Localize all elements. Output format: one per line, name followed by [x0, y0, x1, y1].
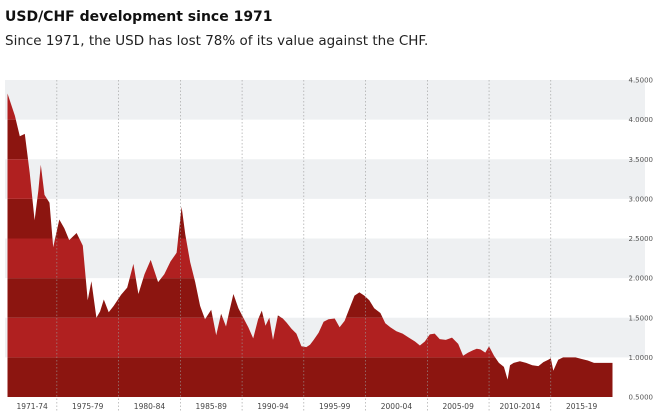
- y-tick-label: 1.0000: [629, 354, 654, 362]
- y-tick-label: 4.0000: [629, 116, 654, 124]
- x-tick-label: 1995-99: [319, 402, 351, 411]
- y-tick-label: 1.5000: [629, 314, 654, 322]
- background-band: [5, 80, 645, 120]
- background-band: [5, 238, 645, 279]
- x-tick-label: 1990-94: [257, 402, 289, 411]
- x-tick-label: 1971-74: [16, 402, 48, 411]
- chart-title: USD/CHF development since 1971: [5, 9, 273, 25]
- chart-subtitle: Since 1971, the USD has lost 78% of its …: [5, 33, 429, 49]
- x-tick-label: 2005-09: [443, 402, 475, 411]
- y-tick-label: 2.5000: [629, 235, 654, 243]
- x-tick-label: 2010-2014: [499, 402, 540, 411]
- y-tick-label: 3.0000: [629, 195, 654, 203]
- area-band-segment: [7, 198, 613, 239]
- x-tick-label: 1980-84: [134, 402, 166, 411]
- x-tick-label: 2015-19: [566, 402, 598, 411]
- y-tick-label: 3.5000: [629, 156, 654, 164]
- x-tick-label: 1985-89: [196, 402, 228, 411]
- x-tick-label: 2000-04: [381, 402, 413, 411]
- y-tick-label: 0.5000: [629, 394, 654, 402]
- area-band-segment: [7, 278, 613, 318]
- area-band-segment: [7, 357, 613, 397]
- y-tick-label: 2.0000: [629, 275, 654, 283]
- x-tick-label: 1975-79: [72, 402, 104, 411]
- background-band: [5, 159, 645, 199]
- y-tick-label: 4.5000: [629, 77, 654, 85]
- area-band-segment: [7, 119, 613, 160]
